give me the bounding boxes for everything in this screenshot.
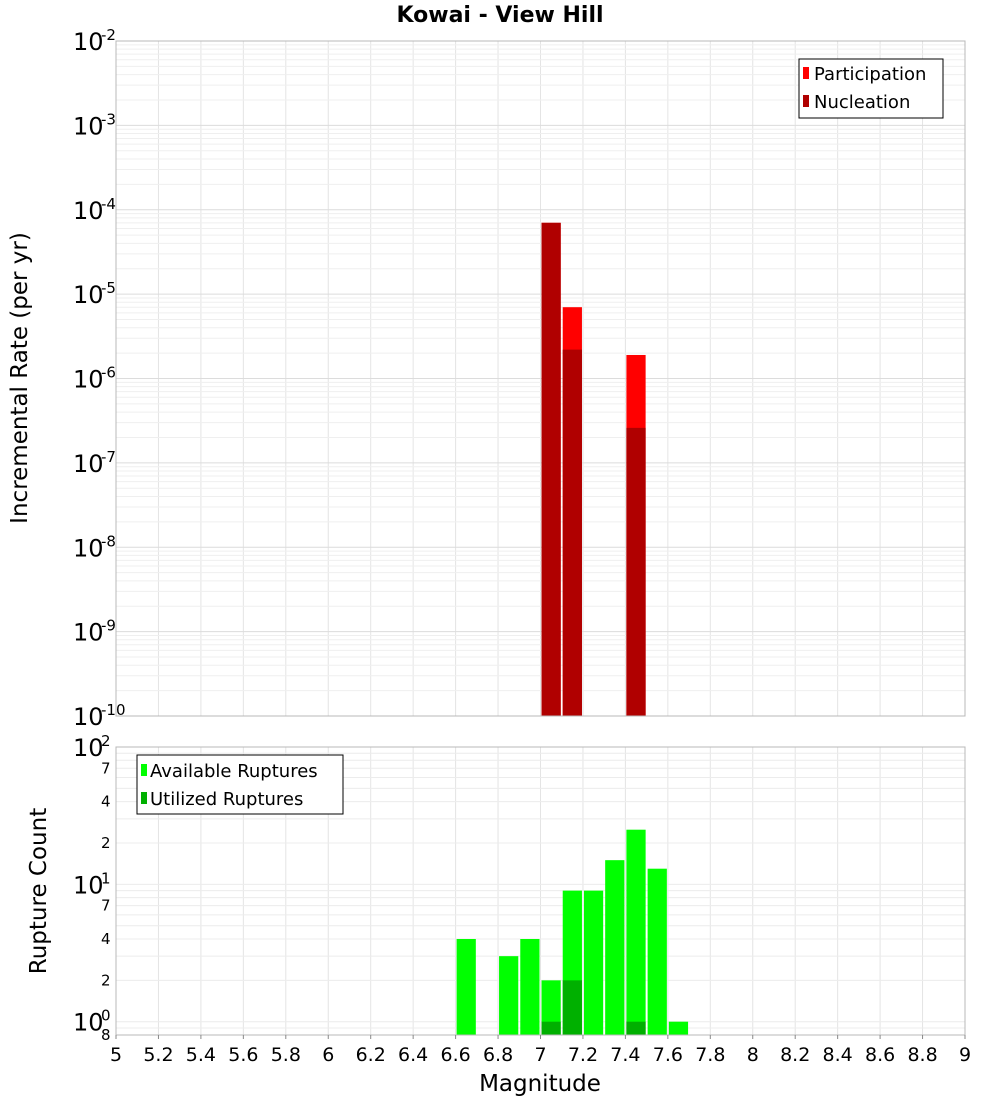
y-tick-label: 10: [73, 734, 104, 762]
y-tick-exponent: 2: [101, 732, 111, 750]
bar-available-ruptures: [626, 829, 646, 1035]
x-tick-label: 5: [110, 1044, 122, 1066]
top-legend: Participation Nucleation: [798, 58, 944, 119]
y-minor-tick-label: 7: [101, 759, 111, 777]
y-tick-exponent: -4: [101, 195, 116, 213]
x-tick-label: 7: [534, 1044, 546, 1066]
y-tick-label: 10: [73, 197, 104, 225]
y-minor-tick-label: 8: [101, 1026, 111, 1044]
y-minor-tick-label: 2: [101, 834, 111, 852]
x-tick-label: 5.4: [186, 1044, 216, 1066]
bottom-y-axis-label: Rupture Count: [26, 808, 52, 974]
bar-nucleation: [562, 349, 582, 716]
y-tick-exponent: -3: [101, 110, 116, 128]
legend-label-utilized-ruptures: Utilized Ruptures: [150, 789, 303, 810]
x-tick-label: 5.8: [271, 1044, 301, 1066]
x-tick-label: 5.6: [228, 1044, 258, 1066]
x-tick-label: 7.6: [653, 1044, 683, 1066]
legend-label-participation: Participation: [814, 64, 926, 85]
x-tick-label: 7.8: [695, 1044, 725, 1066]
y-tick-exponent: 1: [101, 869, 111, 887]
bar-available-ruptures: [668, 1021, 689, 1035]
y-minor-tick-label: 4: [101, 930, 111, 948]
top-y-axis: 10-210-310-410-510-610-710-810-910-10: [73, 26, 126, 731]
x-axis: 5 5.2 5.4 5.6 5.8 6 6.2 6.4 6.6 6.8 7 7.2 7.4 7.6 7.8 8…: [110, 1035, 971, 1066]
y-tick-label: 10: [73, 112, 104, 140]
x-tick-label: 8.8: [907, 1044, 937, 1066]
bar-available-ruptures: [583, 890, 604, 1035]
top-bars: [541, 222, 646, 716]
bar-nucleation: [626, 427, 646, 716]
y-tick-label: 10: [73, 1009, 104, 1037]
bar-available-ruptures: [520, 939, 540, 1035]
bottom-bars: [456, 829, 689, 1035]
y-tick-label: 10: [73, 281, 104, 309]
y-tick-exponent: -10: [101, 701, 126, 719]
top-legend-box: [798, 58, 944, 119]
bottom-legend: Available Ruptures Utilized Ruptures: [136, 754, 344, 815]
x-tick-label: 8.2: [780, 1044, 810, 1066]
y-tick-exponent: -2: [101, 26, 116, 44]
bar-available-ruptures: [541, 980, 561, 1035]
legend-swatch-participation: [803, 67, 809, 79]
x-tick-label: 6.2: [356, 1044, 386, 1066]
y-tick-exponent: 0: [101, 1007, 111, 1025]
bar-utilized-ruptures: [541, 1021, 561, 1035]
bar-available-ruptures: [647, 868, 667, 1035]
x-tick-label: 6.8: [483, 1044, 513, 1066]
y-tick-label: 10: [73, 28, 104, 56]
y-tick-exponent: -7: [101, 448, 116, 466]
bar-available-ruptures: [499, 956, 519, 1035]
bottom-legend-box: [136, 754, 344, 815]
legend-swatch-nucleation: [803, 95, 809, 107]
x-tick-label: 5.2: [143, 1044, 173, 1066]
x-tick-label: 8.6: [865, 1044, 895, 1066]
x-tick-label: 9: [959, 1044, 971, 1066]
legend-swatch-utilized-ruptures: [141, 792, 147, 804]
bar-nucleation: [541, 222, 561, 716]
y-minor-tick-label: 7: [101, 897, 111, 915]
y-minor-tick-label: 2: [101, 971, 111, 989]
bottom-gridlines: [115, 746, 966, 1036]
bar-available-ruptures: [605, 860, 625, 1035]
x-tick-label: 8: [747, 1044, 759, 1066]
legend-label-nucleation: Nucleation: [814, 92, 910, 113]
bar-utilized-ruptures: [626, 1021, 646, 1035]
chart-title: Kowai - View Hill: [396, 3, 603, 28]
x-axis-label: Magnitude: [479, 1071, 601, 1097]
y-tick-label: 10: [73, 703, 104, 731]
x-tick-label: 7.4: [610, 1044, 640, 1066]
bar-utilized-ruptures: [562, 980, 582, 1035]
y-tick-exponent: -6: [101, 364, 116, 382]
x-tick-label: 6.6: [440, 1044, 470, 1066]
y-minor-tick-label: 4: [101, 793, 111, 811]
x-tick-label: 6.4: [398, 1044, 428, 1066]
y-tick-label: 10: [73, 366, 104, 394]
y-tick-exponent: -5: [101, 279, 116, 297]
x-tick-label: 7.2: [568, 1044, 598, 1066]
top-gridlines: [115, 41, 966, 717]
top-y-axis-label: Incremental Rate (per yr): [7, 232, 33, 524]
y-tick-label: 10: [73, 534, 104, 562]
y-tick-label: 10: [73, 871, 104, 899]
bar-available-ruptures: [456, 939, 476, 1035]
y-tick-exponent: -9: [101, 617, 116, 635]
x-tick-label: 8.4: [823, 1044, 853, 1066]
y-tick-exponent: -8: [101, 532, 116, 550]
legend-swatch-available-ruptures: [141, 764, 147, 776]
top-plot-frame: [115, 40, 966, 717]
x-tick-label: 6: [322, 1044, 334, 1066]
y-tick-label: 10: [73, 450, 104, 478]
legend-label-available-ruptures: Available Ruptures: [150, 761, 318, 782]
y-tick-label: 10: [73, 619, 104, 647]
